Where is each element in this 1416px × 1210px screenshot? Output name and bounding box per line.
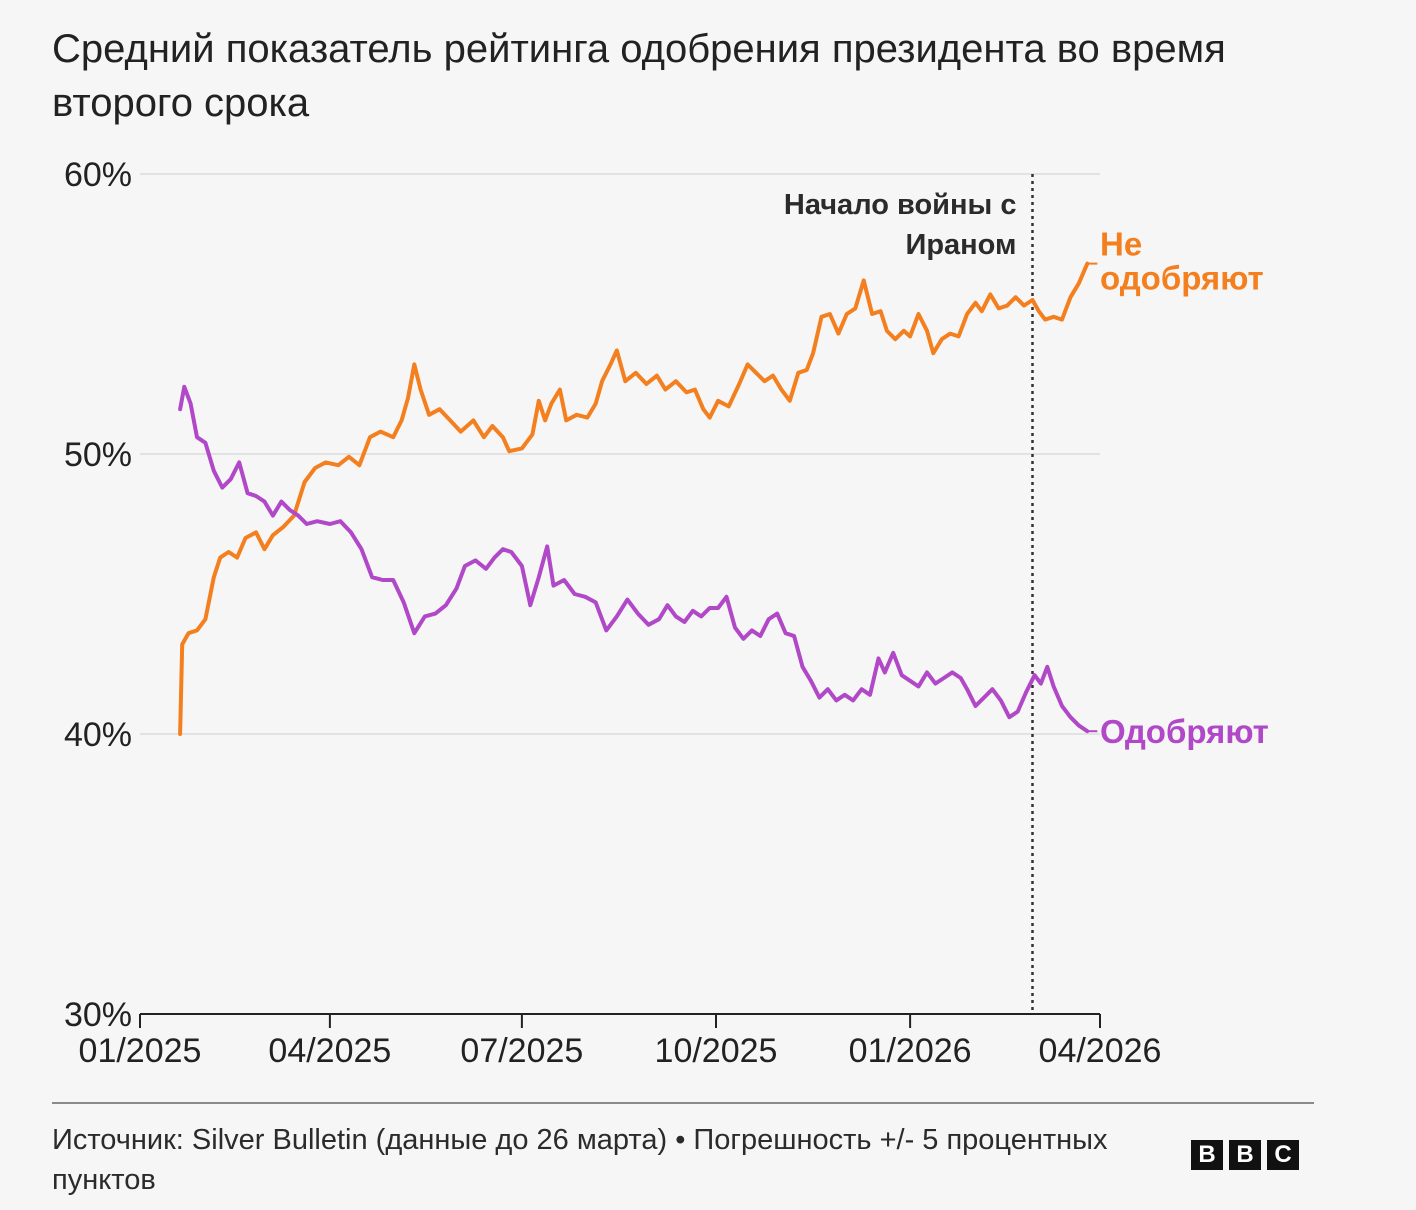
x-tick-label: 10/2025 [655,1032,778,1070]
bbc-logo-letter: B [1191,1140,1223,1170]
y-tick-labels: 30% 40% 50% 60% [64,156,132,1034]
x-tick-label: 01/2026 [849,1032,972,1070]
y-tick-label: 30% [64,996,132,1034]
series-lines [178,261,1090,736]
line-chart: 30% 40% 50% 60% 01/2025 04/2025 07/2025 10/202… [64,156,1269,1070]
x-tick-label: 04/2025 [268,1032,391,1070]
x-tick-label: 01/2025 [79,1032,202,1070]
annotation-label: Начало войны с [784,189,1017,221]
footer-divider [52,1102,1314,1104]
annotation-label: Ираном [905,229,1016,261]
x-tick-label: 04/2026 [1039,1032,1162,1070]
x-axis [139,1013,1101,1028]
y-tick-label: 50% [64,436,132,474]
series-line-disapprove [178,261,1090,736]
series-label-disapprove: Не [1100,226,1142,263]
series-line-approve [178,384,1090,734]
war-annotation: Начало войны с Ираном [784,174,1034,1014]
series-label-disapprove: одобряют [1100,260,1264,297]
y-tick-label: 60% [64,156,132,194]
x-tick-labels: 01/2025 04/2025 07/2025 10/2025 01/2026 04/20… [79,1032,1162,1070]
bbc-logo-letter: C [1267,1140,1299,1170]
source-note: Источник: Silver Bulletin (данные до 26 … [52,1124,1108,1196]
bbc-logo-letter: B [1229,1140,1261,1170]
chart-title: Средний показатель рейтинга одобрения пр… [52,27,1226,125]
y-tick-label: 40% [64,716,132,754]
x-tick-label: 07/2025 [460,1032,583,1070]
grid-lines [140,173,1100,735]
series-label-approve: Одобряют [1100,713,1269,750]
bbc-logo: B B C [1191,1140,1299,1170]
